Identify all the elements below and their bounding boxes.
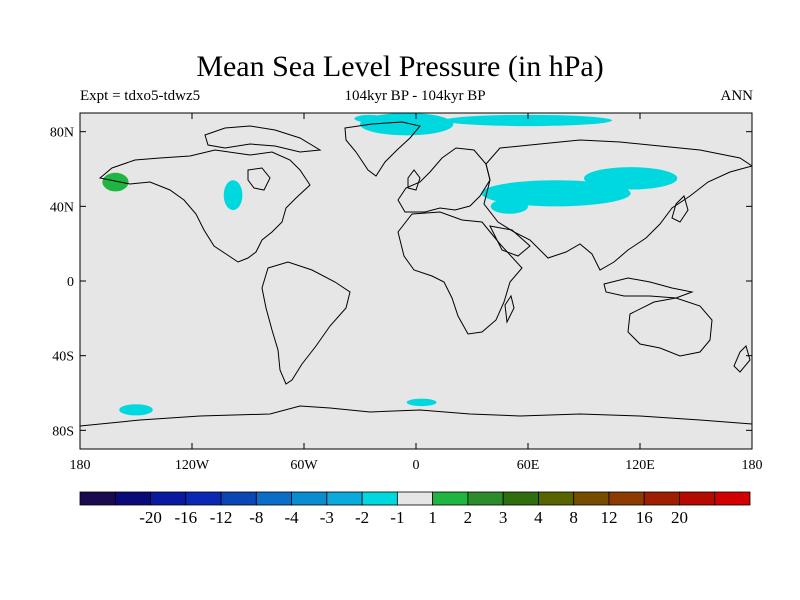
- anomaly-region-6: [223, 180, 243, 211]
- colorbar-swatch: [467, 491, 504, 506]
- colorbar: -20 -16 -12 -8 -4 -3 -2 -1 1 2 3 4 8 12 16 20: [79, 491, 751, 527]
- colorbar-swatch: [185, 491, 222, 506]
- colorbar-label: 16: [636, 508, 653, 527]
- coastline-europe: [397, 147, 491, 213]
- anomaly-region-7: [119, 404, 153, 416]
- colorbar-swatch: [361, 491, 398, 506]
- colorbar-swatch: [396, 491, 434, 506]
- coastline-asia: [483, 139, 752, 271]
- lon-tick-label: 60E: [517, 458, 540, 473]
- colorbar-label: 3: [499, 508, 508, 527]
- colorbar-label: -2: [355, 508, 369, 527]
- coastline-madagascar: [504, 294, 515, 324]
- coastline-australia: [627, 297, 713, 357]
- colorbar-swatch: [291, 491, 328, 506]
- coastlines: [80, 121, 752, 427]
- coastline-greenland: [344, 121, 421, 177]
- lon-tick-label: 120W: [175, 458, 210, 473]
- coastline-arctic-islands: [204, 125, 322, 153]
- colorbar-label: 4: [534, 508, 543, 527]
- anomaly-regions: [102, 113, 678, 416]
- colorbar-swatch: [79, 491, 116, 506]
- colorbar-swatch: [255, 491, 292, 506]
- colorbar-label: 1: [428, 508, 437, 527]
- lon-tick-label: 180: [742, 458, 763, 473]
- longitude-axis: 180 120W 60W 0 60E 120E 180: [70, 113, 763, 473]
- coastline-south-america: [261, 261, 351, 385]
- colorbar-label: -12: [210, 508, 233, 527]
- anomaly-region-5: [490, 198, 528, 214]
- colorbar-label: -1: [390, 508, 404, 527]
- lat-tick-label: 80N: [50, 126, 74, 141]
- colorbar-swatch: [608, 491, 645, 506]
- colorbar-swatch: [573, 491, 610, 506]
- anomaly-region-8: [406, 398, 437, 407]
- lon-tick-label: 60W: [290, 458, 318, 473]
- anomaly-region-9: [102, 172, 129, 192]
- anomaly-region-2: [354, 114, 385, 123]
- coastline-japan: [671, 195, 689, 223]
- lat-tick-label: 80S: [52, 424, 74, 439]
- colorbar-swatch: [538, 491, 575, 506]
- colorbar-label: -8: [249, 508, 263, 527]
- colorbar-swatch: [326, 491, 363, 506]
- coastline-north-america: [98, 149, 311, 263]
- lon-tick-label: 180: [70, 458, 91, 473]
- experiment-label: Expt = tdxo5-tdwz5: [80, 88, 201, 104]
- colorbar-label: -16: [174, 508, 197, 527]
- map-title: Mean Sea Level Pressure (in hPa): [196, 50, 604, 83]
- colorbar-label: 12: [600, 508, 617, 527]
- colorbar-label: -4: [284, 508, 299, 527]
- colorbar-label: -3: [320, 508, 334, 527]
- colorbar-swatch: [220, 491, 257, 506]
- latitude-axis: 80N 40N 0 40S 80S: [50, 126, 752, 439]
- colorbar-label: 20: [671, 508, 688, 527]
- lat-tick-label: 40S: [52, 350, 74, 365]
- lat-tick-label: 0: [67, 275, 74, 290]
- lon-tick-label: 0: [413, 458, 420, 473]
- colorbar-swatch: [150, 491, 187, 506]
- coastline-antarctica: [80, 405, 752, 427]
- colorbar-swatch: [643, 491, 680, 506]
- anomaly-region-4: [584, 167, 678, 190]
- coastline-british-isles: [407, 169, 421, 191]
- lon-tick-label: 120E: [625, 458, 655, 473]
- coastline-indonesia: [603, 277, 694, 299]
- colorbar-label: -20: [139, 508, 162, 527]
- colorbar-swatch: [502, 491, 539, 506]
- coastline-africa: [397, 211, 523, 335]
- colorbar-swatch: [114, 491, 151, 506]
- anomaly-region-3: [481, 180, 631, 207]
- colorbar-label: 8: [569, 508, 578, 527]
- colorbar-swatch: [432, 491, 469, 506]
- coastline-new-zealand: [733, 345, 751, 373]
- colorbar-swatch: [714, 491, 751, 506]
- coastline-hudson-bay: [247, 167, 271, 191]
- colorbar-label: 2: [464, 508, 473, 527]
- plot-area: [80, 113, 752, 449]
- colorbar-swatch: [679, 491, 716, 506]
- lat-tick-label: 40N: [50, 200, 74, 215]
- anomaly-region-1: [444, 114, 612, 127]
- period-label: 104kyr BP - 104kyr BP: [344, 88, 486, 104]
- season-label: ANN: [720, 88, 754, 104]
- coastline-arabia: [489, 225, 531, 257]
